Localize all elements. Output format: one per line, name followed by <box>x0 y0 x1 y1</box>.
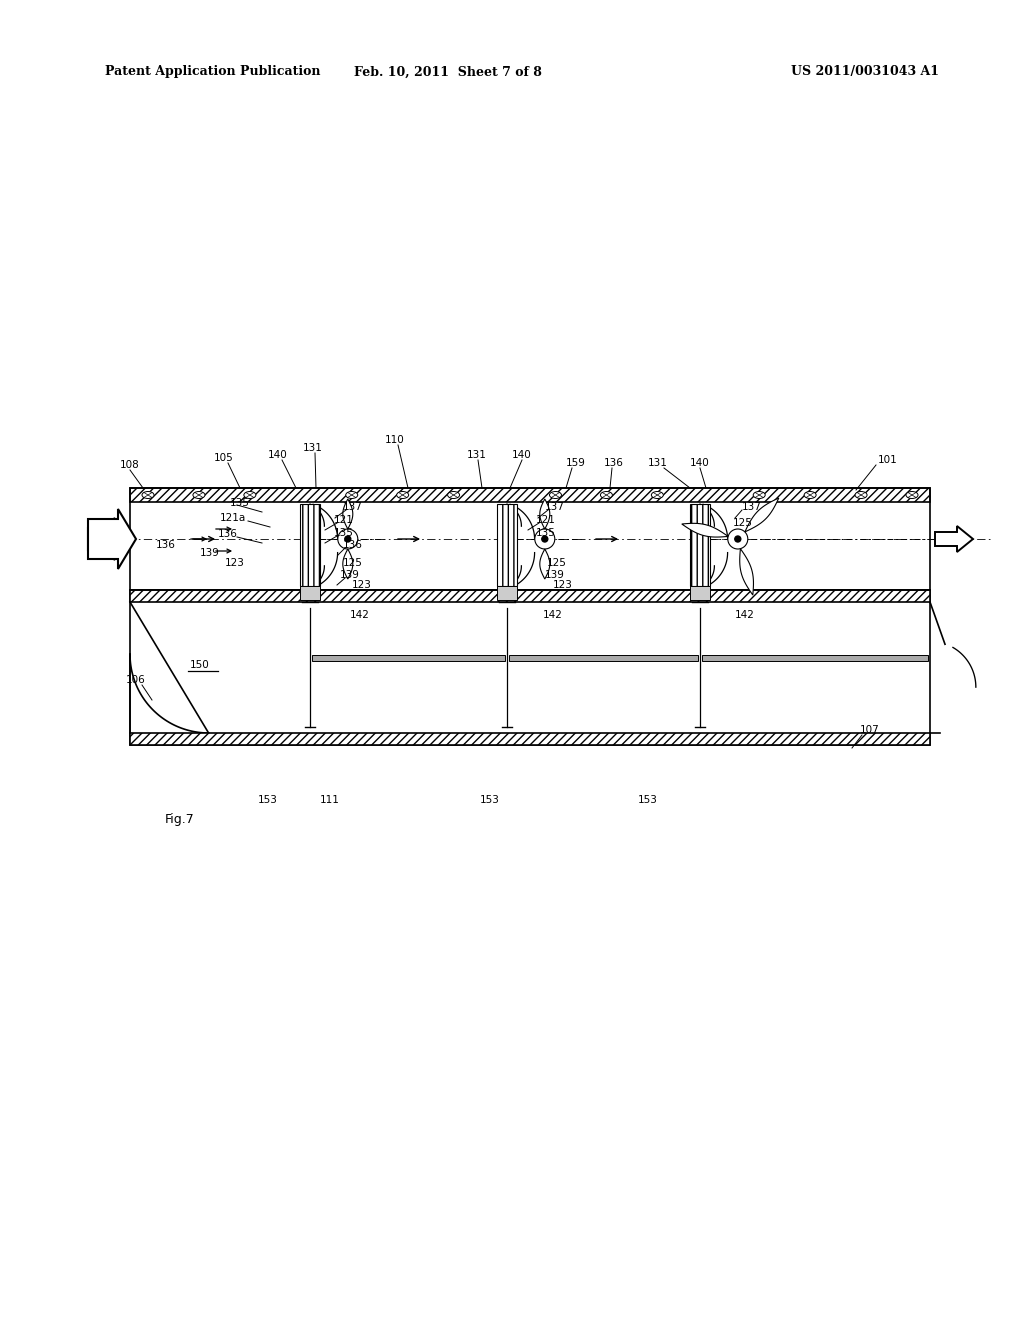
Ellipse shape <box>244 491 256 499</box>
Bar <box>130 502 930 590</box>
Ellipse shape <box>855 491 867 499</box>
Text: 131: 131 <box>648 458 668 469</box>
Text: 136: 136 <box>604 458 624 469</box>
Bar <box>130 488 930 502</box>
Text: 121a: 121a <box>220 513 246 523</box>
Polygon shape <box>739 549 754 595</box>
Text: 139: 139 <box>200 548 220 558</box>
Text: 142: 142 <box>735 610 755 620</box>
Text: 121: 121 <box>334 515 354 525</box>
FancyArrow shape <box>935 525 973 552</box>
Bar <box>702 655 928 661</box>
Polygon shape <box>682 523 728 537</box>
Bar <box>300 586 319 601</box>
Text: 108: 108 <box>120 459 140 470</box>
Text: 110: 110 <box>385 436 404 445</box>
Text: 123: 123 <box>225 558 245 568</box>
Ellipse shape <box>651 491 664 499</box>
Circle shape <box>535 529 555 549</box>
Bar <box>509 655 698 661</box>
Text: 142: 142 <box>543 610 563 620</box>
Ellipse shape <box>447 491 460 499</box>
Text: 135: 135 <box>230 498 250 508</box>
Bar <box>498 586 517 601</box>
Polygon shape <box>744 498 779 532</box>
Text: Patent Application Publication: Patent Application Publication <box>105 66 321 78</box>
Text: 105: 105 <box>214 453 233 463</box>
Text: 140: 140 <box>690 458 710 469</box>
Ellipse shape <box>754 491 765 499</box>
Text: 106: 106 <box>126 675 145 685</box>
Text: 136: 136 <box>218 529 238 539</box>
Text: 123: 123 <box>352 579 372 590</box>
Text: 135: 135 <box>536 528 556 539</box>
Bar <box>130 590 930 602</box>
Bar <box>690 586 710 601</box>
Bar <box>130 733 930 744</box>
Text: 137: 137 <box>545 502 565 512</box>
Polygon shape <box>88 510 136 569</box>
Ellipse shape <box>906 491 918 499</box>
Ellipse shape <box>396 491 409 499</box>
Text: 125: 125 <box>733 517 753 528</box>
Bar <box>130 590 930 744</box>
Circle shape <box>728 529 748 549</box>
Polygon shape <box>343 549 353 579</box>
Polygon shape <box>343 499 353 529</box>
Text: 153: 153 <box>480 795 500 805</box>
Text: US 2011/0031043 A1: US 2011/0031043 A1 <box>791 66 939 78</box>
Ellipse shape <box>600 491 612 499</box>
Text: 139: 139 <box>340 570 360 579</box>
Text: 123: 123 <box>553 579 573 590</box>
Ellipse shape <box>142 491 154 499</box>
Text: 137: 137 <box>343 502 362 512</box>
Text: 140: 140 <box>512 450 531 459</box>
Text: 150: 150 <box>190 660 210 671</box>
Circle shape <box>345 536 351 543</box>
Text: 101: 101 <box>879 455 898 465</box>
Ellipse shape <box>346 491 357 499</box>
Bar <box>300 504 319 586</box>
Bar <box>690 504 710 586</box>
Polygon shape <box>540 499 550 529</box>
Text: 136: 136 <box>343 540 362 550</box>
Text: 125: 125 <box>343 558 362 568</box>
Text: 111: 111 <box>321 795 340 805</box>
Circle shape <box>735 536 740 543</box>
Text: 139: 139 <box>545 570 565 579</box>
Text: 136: 136 <box>156 540 176 550</box>
Bar <box>130 488 930 590</box>
Text: 131: 131 <box>303 444 323 453</box>
Text: 125: 125 <box>547 558 567 568</box>
Text: 135: 135 <box>334 528 354 539</box>
Bar <box>498 504 517 586</box>
Text: 153: 153 <box>258 795 278 805</box>
Text: Feb. 10, 2011  Sheet 7 of 8: Feb. 10, 2011 Sheet 7 of 8 <box>354 66 542 78</box>
Text: 140: 140 <box>268 450 288 459</box>
Text: 107: 107 <box>860 725 880 735</box>
Circle shape <box>542 536 548 543</box>
Text: 121: 121 <box>536 515 556 525</box>
Text: 137: 137 <box>742 502 762 512</box>
Circle shape <box>338 529 357 549</box>
Text: 159: 159 <box>566 458 586 469</box>
Ellipse shape <box>193 491 205 499</box>
Bar <box>312 655 505 661</box>
Text: 153: 153 <box>638 795 658 805</box>
Text: Fig.7: Fig.7 <box>165 813 195 826</box>
FancyArrow shape <box>88 517 132 560</box>
Polygon shape <box>540 549 550 579</box>
Ellipse shape <box>804 491 816 499</box>
Text: 142: 142 <box>350 610 370 620</box>
Ellipse shape <box>550 491 561 499</box>
Text: 131: 131 <box>467 450 487 459</box>
